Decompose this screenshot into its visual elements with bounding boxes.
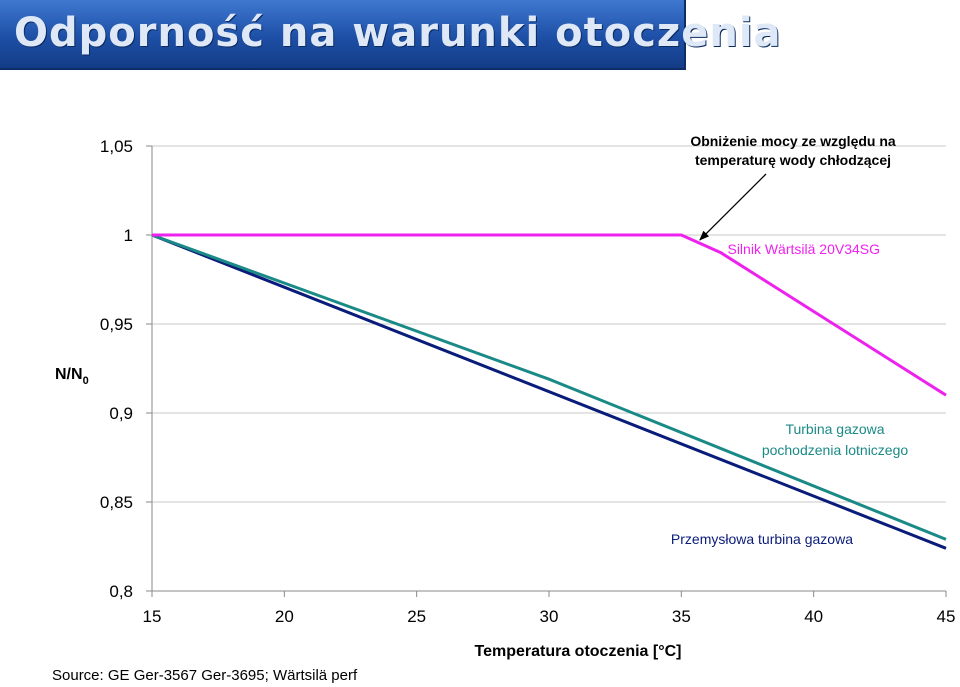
annotation-text: Obniżenie mocy ze względu na temperaturę … [690,133,896,168]
series-line [152,233,947,397]
x-tick-label: 45 [937,607,956,626]
series-label: Przemysłowa turbina gazowa [671,531,853,547]
page-title: Odporność na warunki otoczenia [14,10,782,56]
y-axis-label-subscript: 0 [83,375,89,387]
y-tick-label: 0,9 [109,404,133,423]
y-tick-label: 1 [124,226,133,245]
source-note: Source: GE Ger-3567 Ger-3695; Wärtsilä p… [52,667,358,684]
x-tick-label: 25 [407,607,426,626]
y-tick-label: 1,05 [100,137,133,156]
x-tick-label: 35 [672,607,691,626]
x-tick-label: 15 [143,607,162,626]
series-label: Turbina gazowa pochodzenia lotniczego [762,421,909,458]
y-tick-label: 0,95 [100,315,133,334]
title-banner: Odporność na warunki otoczenia [0,0,781,70]
series-line [151,233,947,541]
series-label: Silnik Wärtsilä 20V34SG [727,241,880,257]
x-tick-label: 40 [804,607,823,626]
y-tick-label: 0,85 [100,493,133,512]
x-tick-label: 20 [275,607,294,626]
x-tick-label: 30 [540,607,559,626]
x-axis-label: Temperatura otoczenia [°C] [474,643,681,660]
series-line [151,233,947,550]
annotation-arrow [699,173,767,241]
y-tick-label: 0,8 [109,582,133,601]
y-axis-label: N/N0 [55,366,89,387]
